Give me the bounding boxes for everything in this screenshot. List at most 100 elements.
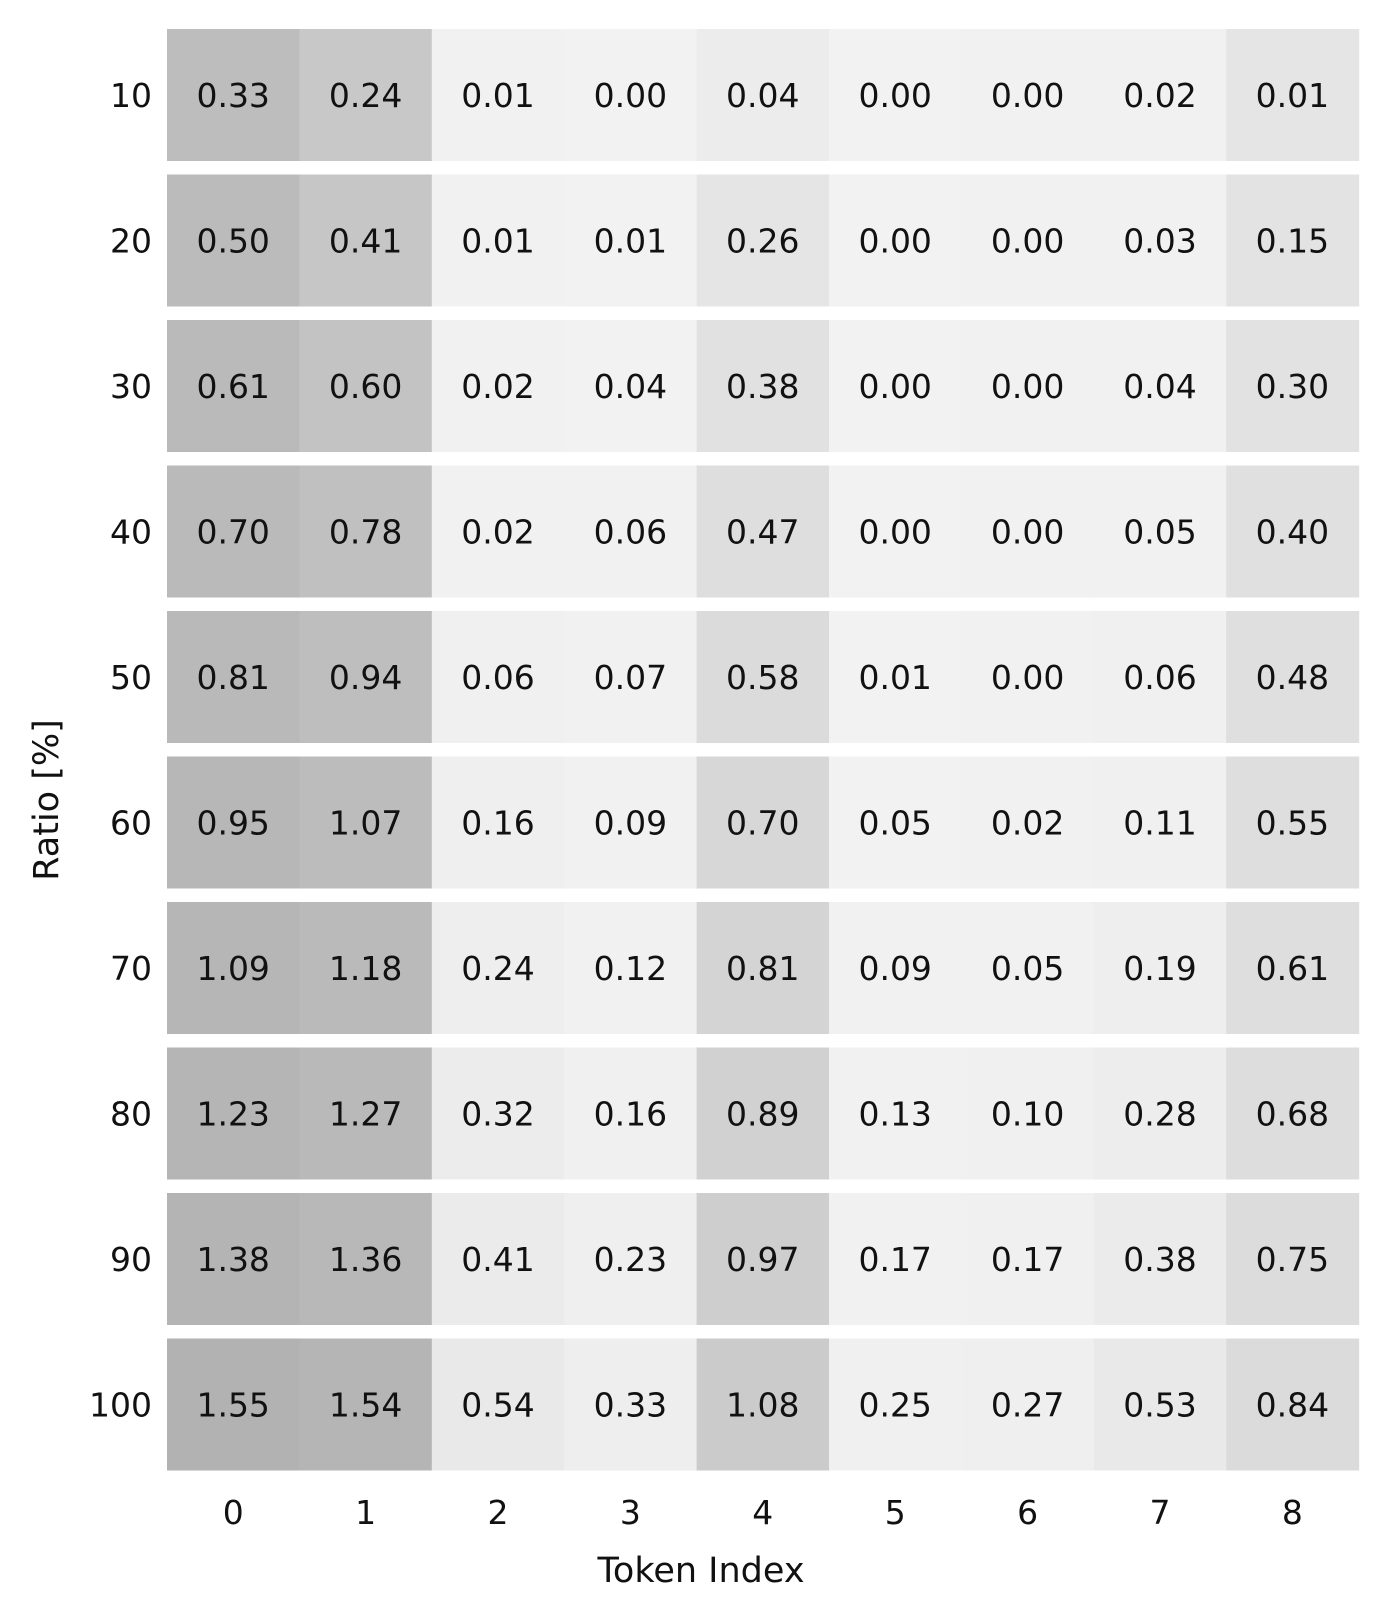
- heatmap-cell: [1093, 1193, 1227, 1325]
- cell-value-label: 0.33: [196, 76, 269, 115]
- cell-value-label: 1.27: [329, 1095, 402, 1134]
- cell-value-label: 0.28: [1123, 1095, 1196, 1134]
- heatmap-cell: [431, 465, 565, 598]
- cell-value-label: 0.00: [991, 76, 1064, 115]
- cell-value-label: 0.12: [594, 949, 667, 988]
- heatmap-cell-labels: 0.33 0.24 0.01 0.00 0.04 0.00 0.00 0.02 0.01 0.50…: [196, 76, 1329, 1425]
- heatmap-cell: [564, 465, 698, 598]
- heatmap-cell: [299, 174, 433, 307]
- cell-value-label: 0.25: [858, 1386, 931, 1425]
- cell-value-label: 0.70: [196, 513, 269, 552]
- cell-value-label: 0.06: [461, 658, 534, 697]
- cell-value-label: 0.00: [991, 658, 1064, 697]
- heatmap-cell: [564, 29, 698, 161]
- cell-value-label: 0.01: [461, 76, 534, 115]
- y-tick-label: 90: [110, 1240, 152, 1279]
- y-tick-label: 10: [110, 76, 152, 115]
- cell-value-label: 0.00: [991, 222, 1064, 261]
- cell-value-label: 0.32: [461, 1095, 534, 1134]
- cell-value-label: 0.16: [594, 1095, 667, 1134]
- heatmap-cell: [961, 465, 1095, 598]
- heatmap-cell: [961, 174, 1095, 307]
- heatmap-cell: [431, 174, 565, 307]
- heatmap-cell: [431, 1193, 565, 1325]
- cell-value-label: 0.00: [594, 76, 667, 115]
- heatmap-cell: [961, 611, 1095, 743]
- cell-value-label: 0.89: [726, 1095, 799, 1134]
- heatmap-cell: [961, 320, 1095, 452]
- heatmap-cell: [564, 1193, 698, 1325]
- heatmap-cell: [167, 1047, 300, 1180]
- cell-value-label: 0.06: [1123, 658, 1196, 697]
- heatmap-cell: [696, 1338, 830, 1471]
- cell-value-label: 0.78: [329, 513, 402, 552]
- heatmap-cell: [299, 29, 433, 161]
- cell-value-label: 0.00: [991, 367, 1064, 406]
- cell-value-label: 0.48: [1256, 658, 1329, 697]
- heatmap-cell: [1093, 1338, 1227, 1471]
- cell-value-label: 0.97: [726, 1240, 799, 1279]
- heatmap-cell: [829, 756, 962, 889]
- cell-value-label: 0.95: [196, 804, 269, 843]
- cell-value-label: 1.08: [726, 1386, 799, 1425]
- cell-value-label: 0.75: [1256, 1240, 1329, 1279]
- heatmap-cell: [696, 1047, 830, 1180]
- x-tick-label: 7: [1150, 1493, 1171, 1532]
- heatmap-cell: [1226, 902, 1360, 1034]
- heatmap-cell: [961, 902, 1095, 1034]
- cell-value-label: 0.11: [1123, 804, 1196, 843]
- cell-value-label: 0.04: [594, 367, 667, 406]
- heatmap-cell: [829, 1338, 962, 1471]
- cell-value-label: 0.15: [1256, 222, 1329, 261]
- heatmap-cell: [1226, 320, 1360, 452]
- cell-value-label: 0.00: [858, 367, 931, 406]
- heatmap-cell: [961, 1193, 1095, 1325]
- cell-value-label: 0.05: [1123, 513, 1196, 552]
- heatmap-cell: [696, 465, 830, 598]
- heatmap-cell: [829, 320, 962, 452]
- cell-value-label: 1.18: [329, 949, 402, 988]
- cell-value-label: 0.04: [1123, 367, 1196, 406]
- heatmap-cell: [1226, 174, 1360, 307]
- heatmap-cell: [829, 29, 962, 161]
- cell-value-label: 0.26: [726, 222, 799, 261]
- heatmap-cell: [1093, 756, 1227, 889]
- cell-value-label: 0.00: [858, 222, 931, 261]
- heatmap-cell: [431, 902, 565, 1034]
- cell-value-label: 0.01: [461, 222, 534, 261]
- cell-value-label: 0.02: [1123, 76, 1196, 115]
- x-tick-label: 6: [1017, 1493, 1038, 1532]
- cell-value-label: 0.09: [858, 949, 931, 988]
- heatmap-cell: [829, 465, 962, 598]
- y-tick-label: 70: [110, 949, 152, 988]
- heatmap-cell: [431, 29, 565, 161]
- heatmap-cell: [564, 756, 698, 889]
- heatmap-cell: [431, 320, 565, 452]
- cell-value-label: 0.01: [858, 658, 931, 697]
- heatmap-cell: [829, 1047, 962, 1180]
- cell-value-label: 0.09: [594, 804, 667, 843]
- heatmap-cell: [431, 756, 565, 889]
- cell-value-label: 0.41: [329, 222, 402, 261]
- heatmap-cell: [431, 611, 565, 743]
- heatmap-cell: [1093, 1047, 1227, 1180]
- heatmap-cell: [1226, 465, 1360, 598]
- x-axis-tick-labels: 0 1 2 3 4 5 6 7 8: [223, 1493, 1303, 1532]
- cell-value-label: 0.47: [726, 513, 799, 552]
- heatmap-cell: [167, 320, 300, 452]
- cell-value-label: 0.38: [1123, 1240, 1196, 1279]
- heatmap-cell: [299, 902, 433, 1034]
- cell-value-label: 0.13: [858, 1095, 931, 1134]
- cell-value-label: 0.58: [726, 658, 799, 697]
- cell-value-label: 0.06: [594, 513, 667, 552]
- cell-value-label: 1.38: [196, 1240, 269, 1279]
- heatmap-cell: [696, 902, 830, 1034]
- heatmap-cell: [431, 1338, 565, 1471]
- heatmap-cell: [299, 756, 433, 889]
- heatmap-cell: [1093, 174, 1227, 307]
- heatmap-cell: [564, 1338, 698, 1471]
- x-tick-label: 8: [1282, 1493, 1303, 1532]
- x-tick-label: 2: [488, 1493, 509, 1532]
- cell-value-label: 0.02: [991, 804, 1064, 843]
